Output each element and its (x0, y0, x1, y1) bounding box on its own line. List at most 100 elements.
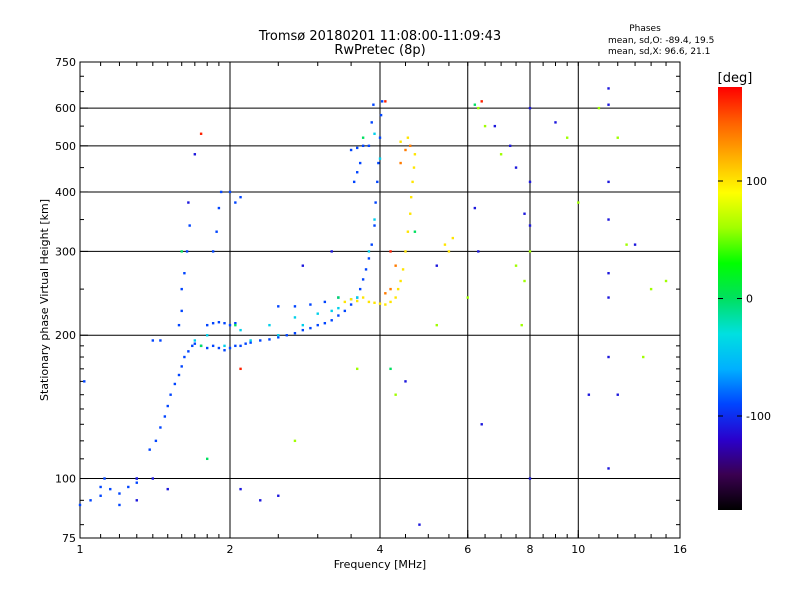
echo-point (409, 144, 412, 148)
x-tick-label: 10 (571, 543, 585, 556)
echo-point (323, 300, 327, 304)
echo-point (370, 243, 373, 246)
echo-point (367, 257, 371, 260)
echo-point (418, 523, 421, 526)
echo-point (177, 323, 181, 327)
echo-point (389, 287, 392, 291)
echo-point (554, 121, 557, 124)
colorbar-label: [deg] (718, 71, 753, 86)
echo-point (642, 355, 645, 359)
echo-point (83, 380, 86, 383)
echo-point (597, 106, 601, 110)
echo-point (394, 264, 397, 267)
echo-point (380, 100, 384, 103)
echo-point (103, 477, 106, 480)
echo-point (234, 201, 237, 204)
echo-point (466, 296, 469, 299)
echo-point (217, 346, 221, 350)
echo-point (118, 492, 121, 495)
echo-point (523, 212, 526, 215)
echo-point (193, 342, 197, 345)
echo-point (480, 423, 483, 426)
echo-point (607, 355, 610, 359)
y-tick-label: 200 (55, 329, 76, 342)
echo-point (239, 328, 242, 332)
echo-point (180, 309, 183, 313)
echo-point (187, 350, 190, 353)
echo-point (180, 287, 183, 291)
echo-point (406, 136, 410, 139)
echo-point (244, 342, 247, 345)
colorbar-ticks: -100 0 100 (718, 175, 771, 423)
echo-point (607, 467, 610, 470)
echo-point (367, 250, 371, 253)
x-tick-label: 16 (673, 543, 687, 556)
echo-point (528, 106, 532, 110)
data-points (78, 87, 668, 526)
echo-point (349, 303, 353, 306)
echo-point (249, 341, 252, 344)
echo-point (193, 339, 197, 342)
echo-point (384, 303, 387, 306)
echo-point (528, 224, 532, 227)
echo-point (523, 279, 526, 283)
echo-point (223, 344, 226, 348)
echo-point (352, 180, 356, 184)
echo-point (520, 323, 523, 327)
echo-point (343, 309, 347, 313)
echo-point (180, 365, 183, 368)
echo-point (169, 393, 172, 396)
echo-point (406, 230, 410, 233)
echo-point (277, 334, 280, 337)
echo-point (378, 157, 382, 160)
echo-point (135, 499, 138, 502)
echo-point (373, 132, 376, 135)
echo-point (477, 250, 480, 253)
echo-point (373, 301, 376, 304)
echo-point (607, 218, 610, 221)
echo-point (183, 272, 186, 275)
echo-point (412, 166, 416, 169)
echo-point (435, 323, 438, 327)
echo-point (607, 272, 610, 275)
echo-point (483, 124, 487, 128)
echo-point (361, 296, 365, 299)
echo-point (499, 153, 503, 156)
echo-point (378, 136, 382, 139)
echo-point (205, 334, 209, 337)
echo-point (367, 300, 371, 304)
grid-lines (80, 62, 680, 538)
echo-point (135, 477, 138, 480)
phase-stats-heading: Phases (629, 24, 661, 34)
x-tick-label: 6 (464, 543, 471, 556)
echo-point (185, 250, 189, 253)
echo-point (228, 190, 232, 194)
echo-point (118, 503, 121, 507)
echo-point (205, 457, 209, 461)
echo-point (234, 321, 237, 325)
echo-point (211, 250, 215, 253)
echo-point (215, 230, 218, 233)
echo-point (378, 302, 382, 305)
echo-point (514, 166, 518, 169)
y-tick-label: 100 (55, 473, 76, 486)
echo-point (154, 439, 158, 443)
echo-point (355, 146, 359, 150)
echo-point (163, 415, 167, 418)
x-tick-label: 1 (77, 543, 84, 556)
echo-point (330, 319, 333, 322)
echo-point (293, 331, 297, 335)
y-tick-label: 75 (62, 532, 76, 545)
echo-point (301, 328, 305, 332)
axis-tick-labels: 1 2 4 6 8 10 16 75 100 200 300 400 500 600 750 (55, 56, 687, 556)
echo-point (337, 296, 340, 299)
echo-point (528, 477, 532, 480)
echo-point (78, 503, 82, 507)
echo-point (358, 287, 362, 291)
echo-point (316, 312, 319, 315)
echo-point (223, 349, 226, 352)
echo-point (399, 161, 402, 165)
echo-point (493, 124, 497, 128)
echo-point (447, 250, 451, 253)
